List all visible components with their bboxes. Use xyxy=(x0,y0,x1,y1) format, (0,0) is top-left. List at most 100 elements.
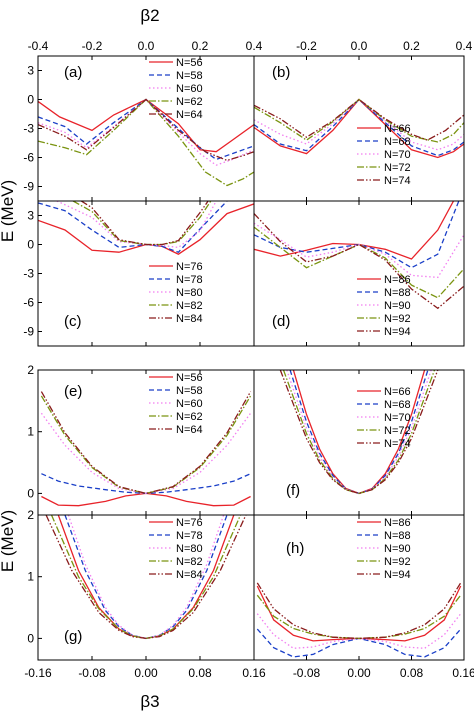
y-tick-label: -3 xyxy=(23,122,34,136)
legend-entry: N=86 xyxy=(384,517,411,529)
series-line-n60 xyxy=(40,412,252,495)
legend-entry: N=80 xyxy=(176,543,203,555)
legend-entry: N=82 xyxy=(176,556,203,568)
top-x-tick-label: 0.4 xyxy=(456,39,473,53)
series-line-n72 xyxy=(254,98,464,143)
panel-c: 3 0 -3 -6 -9 (c) N=76N=78N=80N=82N=84 xyxy=(23,200,255,347)
legend: N=86N=88N=90N=92N=94 xyxy=(357,274,411,338)
y-axis-label-top: E (MeV) xyxy=(0,180,17,242)
series-line-n66 xyxy=(254,98,464,159)
series-line-n92 xyxy=(254,226,464,299)
legend-entry: N=76 xyxy=(176,261,203,273)
legend-entry: N=78 xyxy=(176,530,203,542)
series-line-n64 xyxy=(40,391,252,495)
y-tick-label: 1 xyxy=(27,425,34,439)
bottom-x-tick-label: -0.16 xyxy=(24,666,52,680)
panel-e-curves xyxy=(40,391,252,507)
legend-entry: N=90 xyxy=(384,300,411,312)
series-line-n78 xyxy=(38,201,228,253)
y-tick-label: -6 xyxy=(23,296,34,310)
legend-entry: N=84 xyxy=(176,569,203,581)
panel-label: (c) xyxy=(64,313,82,330)
legend-entry: N=74 xyxy=(384,175,411,187)
legend-entry: N=92 xyxy=(384,313,411,325)
panel-label: (b) xyxy=(272,64,290,81)
y-axis-label-bottom: E (MeV) xyxy=(0,510,17,572)
y-tick-label: -3 xyxy=(23,267,34,281)
bottom-x-tick-label: 0.16 xyxy=(242,666,266,680)
legend-entry: N=58 xyxy=(176,385,203,397)
top-x-tick-label: -0.2 xyxy=(296,39,317,53)
legend: N=66N=68N=70N=72N=74 xyxy=(357,386,411,450)
series-line-n82 xyxy=(72,201,212,246)
legend: N=76N=78N=80N=82N=84 xyxy=(149,261,203,325)
legend-entry: N=92 xyxy=(384,556,411,568)
legend-entry: N=56 xyxy=(176,372,203,384)
legend: N=56N=58N=60N=62N=64 xyxy=(149,57,203,121)
legend-entry: N=62 xyxy=(176,96,203,108)
bottom-x-tick-label: 0.08 xyxy=(188,666,212,680)
panel-label: (e) xyxy=(64,383,82,400)
legend: N=76N=78N=80N=82N=84 xyxy=(149,517,203,581)
series-line-n78 xyxy=(64,515,228,640)
legend-entry: N=66 xyxy=(384,123,411,135)
legend-entry: N=70 xyxy=(384,412,411,424)
series-line-n56 xyxy=(38,98,254,153)
legend-entry: N=78 xyxy=(176,274,203,286)
legend-entry: N=90 xyxy=(384,543,411,555)
bottom-x-tick-label: 0.00 xyxy=(347,666,371,680)
series-line-n76 xyxy=(57,515,235,640)
top-axis-label: β2 xyxy=(140,6,159,25)
top-x-tick-label: 0.2 xyxy=(403,39,420,53)
y-tick-label: 1 xyxy=(27,570,34,584)
panel-e: 2 1 0 (e) N=56N=58N=60N=62N=64 xyxy=(27,363,255,516)
series-line-n58 xyxy=(38,98,254,161)
legend-entry: N=72 xyxy=(384,425,411,437)
series-line-n70 xyxy=(254,98,464,151)
series-line-n62 xyxy=(40,395,252,495)
top-x-tick-label: -0.2 xyxy=(82,39,103,53)
panel-label: (g) xyxy=(64,628,82,645)
series-line-n94 xyxy=(254,213,464,310)
series-line-n74 xyxy=(279,370,439,495)
legend-entry: N=88 xyxy=(384,530,411,542)
series-line-n84 xyxy=(80,201,209,246)
y-tick-label: 2 xyxy=(27,508,34,522)
panel-h: (h) N=86N=88N=90N=92N=94 xyxy=(253,514,465,661)
legend-entry: N=86 xyxy=(384,274,411,286)
legend-entry: N=68 xyxy=(384,399,411,411)
panel-label: (h) xyxy=(286,540,304,557)
bottom-x-tick-label: 0.16 xyxy=(452,666,474,680)
series-line-n62 xyxy=(38,98,254,187)
legend-entry: N=94 xyxy=(384,569,411,581)
panel-c-curves xyxy=(38,201,254,255)
bottom-x-tick-label: 0.08 xyxy=(400,666,424,680)
bottom-x-tick-label: 0.00 xyxy=(134,666,158,680)
top-x-tick-label: 0.2 xyxy=(192,39,209,53)
panel-d-curves xyxy=(254,201,464,310)
legend-entry: N=80 xyxy=(176,287,203,299)
legend-entry: N=72 xyxy=(384,162,411,174)
series-line-n80 xyxy=(56,201,217,249)
y-tick-label: 2 xyxy=(27,363,34,377)
panel-f: (f) N=66N=68N=70N=72N=74 xyxy=(253,369,465,516)
series-line-n60 xyxy=(38,98,254,166)
bottom-axis-label: β3 xyxy=(140,692,159,711)
series-line-n92 xyxy=(256,594,462,640)
series-line-n74 xyxy=(254,98,464,141)
series-line-n88 xyxy=(256,628,462,658)
y-tick-label: 0 xyxy=(27,631,34,645)
legend-entry: N=64 xyxy=(176,424,203,436)
legend-entry: N=60 xyxy=(176,83,203,95)
y-tick-label: 0 xyxy=(27,238,34,252)
legend-entry: N=62 xyxy=(176,411,203,423)
panel-a: 3 0 -3 -6 -9 (a) N=56N=58N=60N=62N=64 xyxy=(23,55,255,202)
y-tick-label: -9 xyxy=(23,325,34,339)
legend-entry: N=94 xyxy=(384,326,411,338)
panel-h-curves xyxy=(256,582,462,658)
top-x-tick-label: 0.0 xyxy=(351,39,368,53)
panel-label: (d) xyxy=(272,313,290,330)
panel-b-curves xyxy=(254,98,464,159)
legend-entry: N=70 xyxy=(384,149,411,161)
